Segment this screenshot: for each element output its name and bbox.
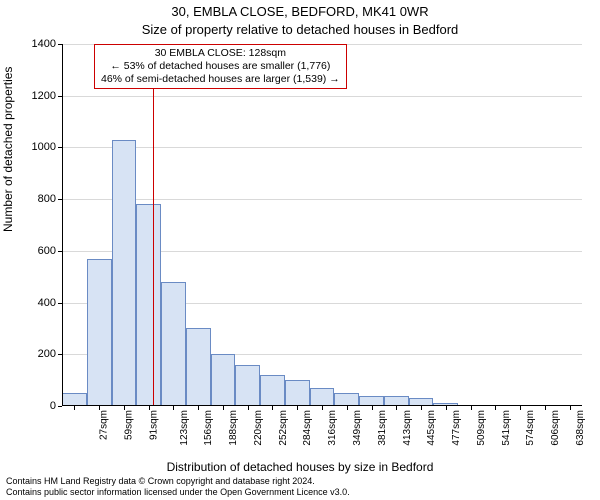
x-tick-label: 252sqm — [278, 410, 289, 446]
property-marker-line — [153, 44, 154, 406]
x-tick-mark — [471, 406, 472, 410]
grid-line — [62, 199, 582, 200]
x-tick-label: 27sqm — [99, 410, 110, 440]
callout-line-3: 46% of semi-detached houses are larger (… — [101, 73, 340, 86]
histogram-plot: 020040060080010001200140027sqm59sqm91sqm… — [62, 44, 582, 406]
x-tick-mark — [347, 406, 348, 410]
x-tick-label: 123sqm — [179, 410, 190, 446]
x-tick-mark — [446, 406, 447, 410]
grid-line — [62, 96, 582, 97]
x-tick-mark — [272, 406, 273, 410]
x-tick-mark — [99, 406, 100, 410]
x-tick-label: 381sqm — [377, 410, 388, 446]
x-tick-mark — [198, 406, 199, 410]
x-tick-mark — [396, 406, 397, 410]
y-tick-label: 0 — [50, 400, 62, 412]
y-axis-line — [62, 44, 63, 406]
property-callout: 30 EMBLA CLOSE: 128sqm ← 53% of detached… — [94, 44, 347, 89]
x-tick-label: 477sqm — [451, 410, 462, 446]
x-tick-label: 91sqm — [148, 410, 159, 440]
x-tick-label: 349sqm — [352, 410, 363, 446]
x-tick-label: 316sqm — [327, 410, 338, 446]
x-tick-label: 188sqm — [228, 410, 239, 446]
x-tick-mark — [570, 406, 571, 410]
histogram-bar — [260, 375, 285, 406]
x-tick-mark — [545, 406, 546, 410]
y-tick-label: 800 — [38, 193, 62, 205]
histogram-bar — [87, 259, 112, 406]
histogram-bar — [285, 380, 310, 406]
y-tick-label: 600 — [38, 245, 62, 257]
x-tick-mark — [248, 406, 249, 410]
footer-attribution: Contains HM Land Registry data © Crown c… — [6, 476, 350, 498]
y-tick-label: 400 — [38, 297, 62, 309]
footer-line-1: Contains HM Land Registry data © Crown c… — [6, 476, 350, 487]
histogram-bar — [211, 354, 236, 406]
callout-line-2: ← 53% of detached houses are smaller (1,… — [101, 60, 340, 73]
histogram-bar — [310, 388, 335, 406]
footer-line-2: Contains public sector information licen… — [6, 487, 350, 498]
y-tick-label: 200 — [38, 348, 62, 360]
x-tick-label: 541sqm — [501, 410, 512, 446]
x-tick-label: 606sqm — [550, 410, 561, 446]
histogram-bar — [136, 204, 161, 406]
x-tick-label: 413sqm — [402, 410, 413, 446]
callout-line-1: 30 EMBLA CLOSE: 128sqm — [101, 47, 340, 60]
x-tick-label: 156sqm — [204, 410, 215, 446]
y-tick-label: 1000 — [32, 141, 62, 153]
x-tick-mark — [149, 406, 150, 410]
x-tick-mark — [372, 406, 373, 410]
x-tick-mark — [173, 406, 174, 410]
x-tick-label: 220sqm — [253, 410, 264, 446]
x-tick-label: 59sqm — [124, 410, 135, 440]
x-tick-mark — [223, 406, 224, 410]
histogram-bar — [235, 365, 260, 406]
x-tick-mark — [495, 406, 496, 410]
y-tick-label: 1400 — [32, 38, 62, 50]
x-tick-label: 574sqm — [525, 410, 536, 446]
y-tick-label: 1200 — [32, 90, 62, 102]
histogram-bar — [186, 328, 211, 406]
x-tick-mark — [297, 406, 298, 410]
grid-line — [62, 147, 582, 148]
x-tick-mark — [520, 406, 521, 410]
page-title-sub: Size of property relative to detached ho… — [0, 22, 600, 37]
x-tick-mark — [322, 406, 323, 410]
histogram-bar — [112, 140, 137, 406]
x-tick-mark — [74, 406, 75, 410]
page-title-main: 30, EMBLA CLOSE, BEDFORD, MK41 0WR — [0, 4, 600, 19]
histogram-bar — [161, 282, 186, 406]
x-axis-label: Distribution of detached houses by size … — [0, 460, 600, 474]
x-tick-label: 509sqm — [476, 410, 487, 446]
x-tick-mark — [421, 406, 422, 410]
x-tick-label: 638sqm — [575, 410, 586, 446]
x-tick-label: 445sqm — [426, 410, 437, 446]
x-tick-label: 284sqm — [303, 410, 314, 446]
x-tick-mark — [124, 406, 125, 410]
y-axis-label: Number of detached properties — [1, 67, 15, 232]
